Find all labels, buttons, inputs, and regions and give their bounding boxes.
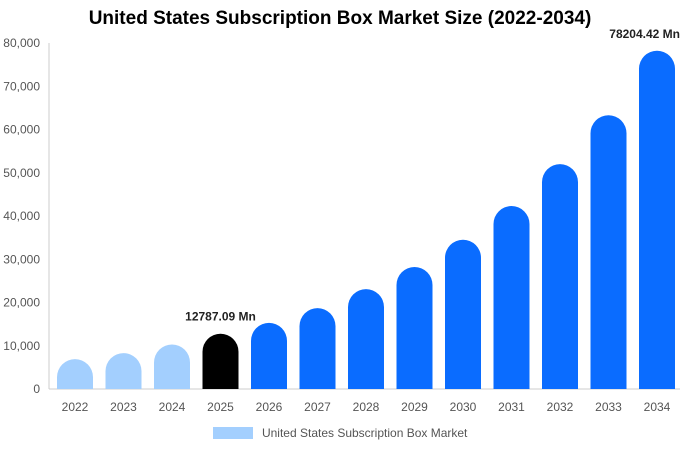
- x-tick-label: 2025: [207, 400, 234, 414]
- x-tick-label: 2034: [644, 400, 671, 414]
- x-tick-label: 2033: [595, 400, 622, 414]
- x-tick-label: 2023: [110, 400, 137, 414]
- bar-2028: [348, 289, 384, 389]
- bar-2024: [154, 344, 190, 389]
- bar-2025: [202, 333, 239, 389]
- bar-chart: 0 10,000 20,000 30,000 40,000 50,000 60,000 70,…: [3, 27, 680, 414]
- x-tick-label: 2028: [353, 400, 380, 414]
- chart-title: United States Subscription Box Market Si…: [88, 8, 592, 29]
- bars: [57, 50, 675, 390]
- bar-2029: [396, 267, 433, 389]
- y-tick-label: 30,000: [3, 252, 40, 266]
- bar-2031: [493, 206, 530, 389]
- data-labels: 12787.09 Mn 78204.42 Mn: [185, 27, 680, 324]
- y-axis: 0 10,000 20,000 30,000 40,000 50,000 60,000 70,…: [3, 36, 50, 396]
- bar-2022: [57, 359, 93, 389]
- y-tick-label: 50,000: [3, 166, 40, 180]
- x-axis: 2022 2023 2024 2025 2026 2027 2028 2029 2030 2031…: [49, 388, 680, 414]
- y-tick-label: 0: [33, 382, 40, 396]
- bar-2030: [445, 239, 481, 389]
- x-tick-label: 2030: [450, 400, 477, 414]
- bar-2026: [251, 322, 287, 389]
- legend: United States Subscription Box Market: [0, 425, 680, 440]
- x-tick-label: 2032: [547, 400, 574, 414]
- y-tick-label: 10,000: [3, 339, 40, 353]
- bar-2032: [542, 164, 578, 389]
- x-tick-label: 2022: [62, 400, 89, 414]
- y-tick-label: 80,000: [3, 36, 40, 50]
- y-tick-label: 60,000: [3, 123, 40, 137]
- y-tick-label: 40,000: [3, 209, 40, 223]
- x-tick-label: 2027: [304, 400, 331, 414]
- data-label-2034: 78204.42 Mn: [609, 27, 680, 41]
- x-tick-label: 2031: [498, 400, 525, 414]
- bar-2034: [639, 50, 675, 389]
- x-tick-label: 2026: [256, 400, 283, 414]
- data-label-2025: 12787.09 Mn: [185, 310, 256, 324]
- x-tick-label: 2029: [401, 400, 428, 414]
- bar-2027: [299, 308, 336, 389]
- y-tick-label: 20,000: [3, 296, 40, 310]
- bar-2033: [590, 115, 627, 390]
- bar-2023: [105, 353, 142, 389]
- y-tick-label: 70,000: [3, 79, 40, 93]
- x-tick-label: 2024: [159, 400, 186, 414]
- legend-swatch: [212, 426, 253, 439]
- legend-label: United States Subscription Box Market: [261, 425, 468, 440]
